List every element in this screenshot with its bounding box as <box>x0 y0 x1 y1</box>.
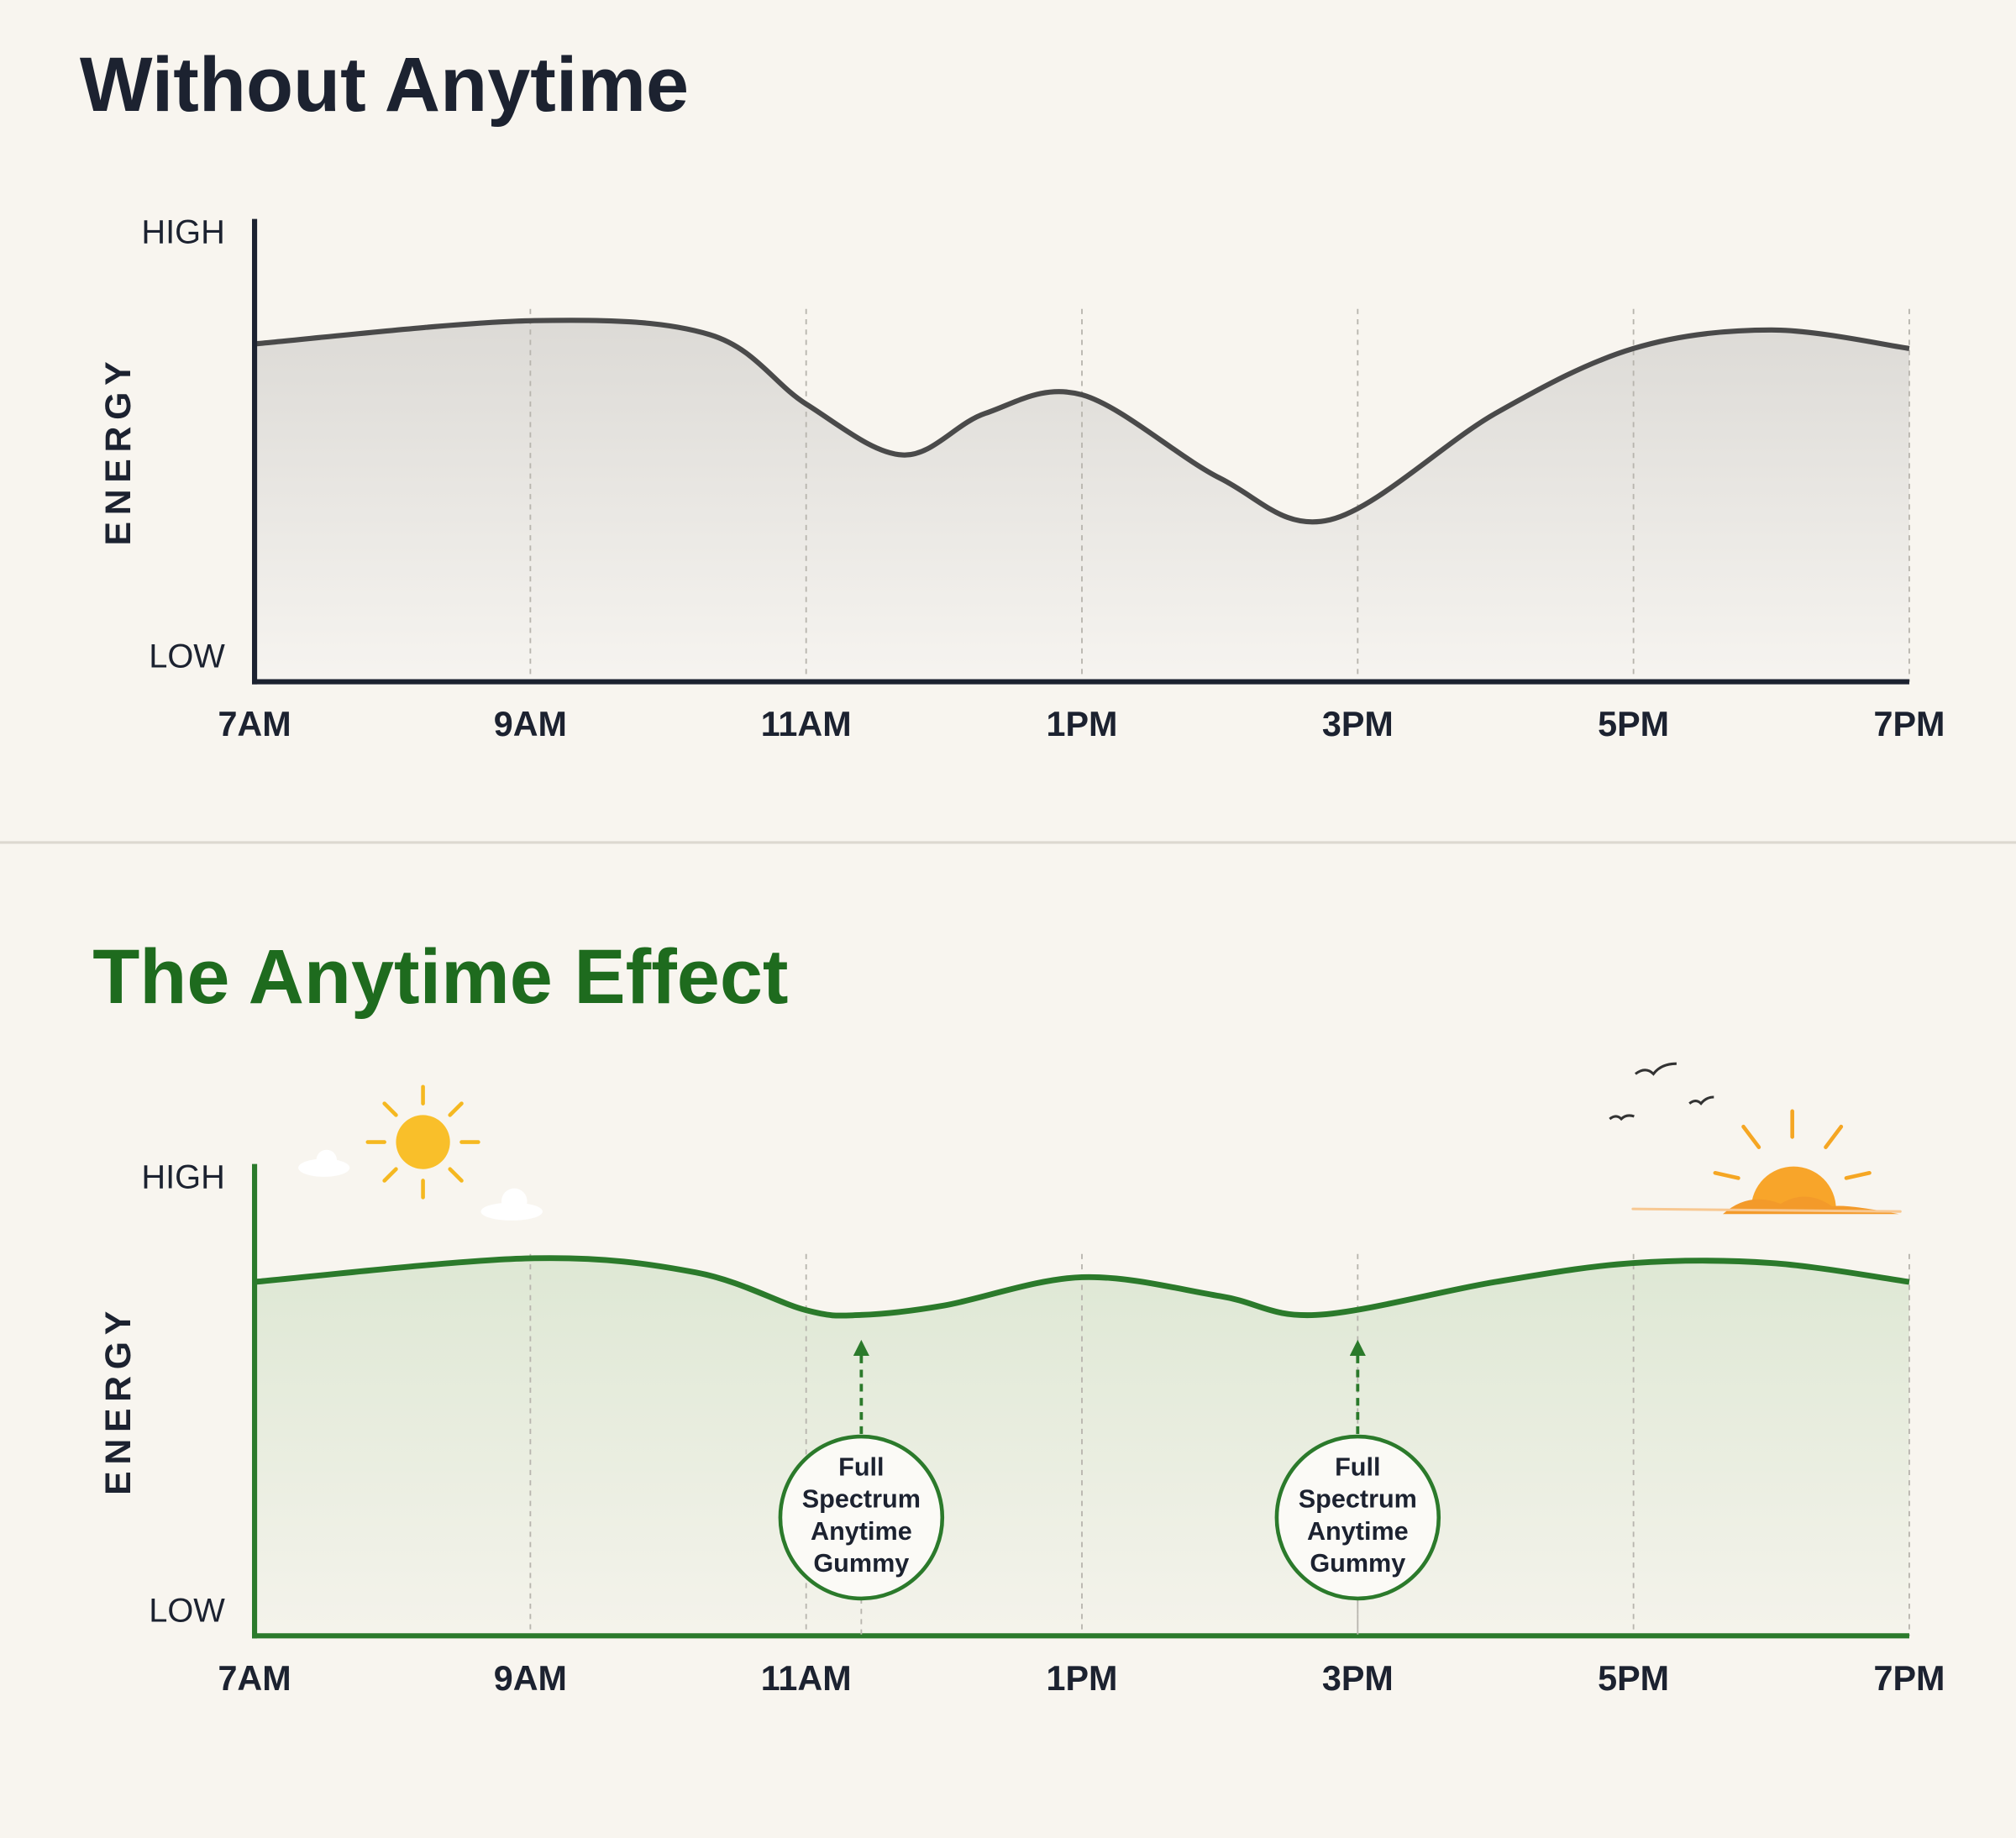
x-tick-label: 7AM <box>218 1659 291 1698</box>
x-tick-label: 7AM <box>218 705 291 743</box>
x-tick-label: 7PM <box>1873 1659 1945 1698</box>
annotation-text: Spectrum <box>1299 1485 1417 1514</box>
x-tick-label: 3PM <box>1322 705 1394 743</box>
area-fill <box>255 1258 1909 1636</box>
annotation-text: Anytime <box>1307 1517 1409 1546</box>
annotation-text: Gummy <box>813 1549 909 1578</box>
annotation-text: Full <box>1335 1452 1380 1481</box>
sunset <box>1631 1109 1902 1215</box>
annotation-circle <box>778 1434 945 1601</box>
y-tick-label: LOW <box>149 1592 225 1629</box>
annotation-text: Full <box>838 1452 884 1481</box>
x-tick-label: 5PM <box>1598 705 1669 743</box>
x-tick-label: 11AM <box>761 705 852 743</box>
energy-line <box>254 1255 1910 1319</box>
y-tick-label: HIGH <box>141 1158 224 1195</box>
x-tick-label: 9AM <box>494 705 567 743</box>
x-tick-label: 7PM <box>1873 705 1945 743</box>
y-tick-label: LOW <box>149 638 225 675</box>
annotation-text: Spectrum <box>802 1485 921 1514</box>
annotation-text: Anytime <box>811 1517 912 1546</box>
annotation-text: Gummy <box>1310 1549 1405 1578</box>
x-tick-label: 11AM <box>761 1659 852 1698</box>
area-fill <box>255 320 1909 682</box>
clouds <box>298 1149 543 1221</box>
y-axis-label: ENERGY <box>98 355 139 546</box>
chart-title: Without Anytime <box>80 42 689 128</box>
chart-title: The Anytime Effect <box>92 934 788 1020</box>
birds <box>1609 1062 1714 1121</box>
energy-line <box>254 318 1910 525</box>
y-tick-label: HIGH <box>141 213 224 250</box>
x-tick-label: 5PM <box>1598 1659 1669 1698</box>
x-tick-label: 1PM <box>1047 705 1118 743</box>
x-tick-label: 1PM <box>1047 1659 1118 1698</box>
morning-sun <box>365 1084 480 1200</box>
x-tick-label: 9AM <box>494 1659 567 1698</box>
x-tick-label: 3PM <box>1322 1659 1394 1698</box>
annotation-circle <box>1274 1434 1441 1601</box>
y-axis-label: ENERGY <box>98 1305 139 1495</box>
